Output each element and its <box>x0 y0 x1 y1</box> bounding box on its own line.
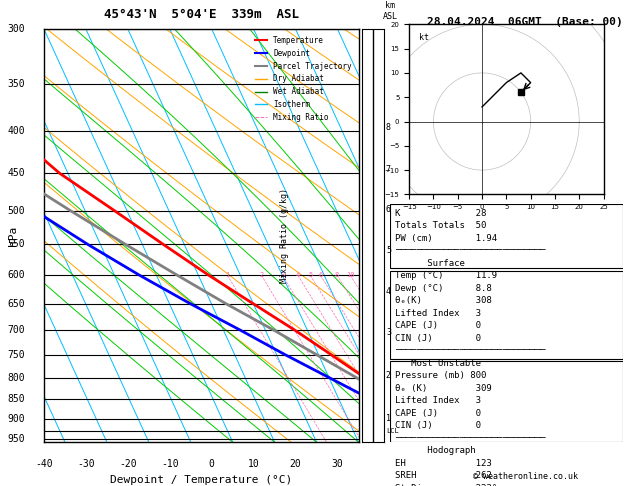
Text: -10: -10 <box>161 459 179 469</box>
Text: 8: 8 <box>386 123 391 132</box>
Text: 700: 700 <box>8 325 25 335</box>
Text: 8: 8 <box>335 272 339 278</box>
Text: 0: 0 <box>209 459 214 469</box>
Text: Dewpoint / Temperature (°C): Dewpoint / Temperature (°C) <box>110 475 292 486</box>
Text: 4: 4 <box>296 272 300 278</box>
Text: 10: 10 <box>248 459 260 469</box>
Text: 3: 3 <box>386 328 391 337</box>
Text: kt: kt <box>419 33 429 42</box>
Bar <box>390 204 623 268</box>
Text: -20: -20 <box>119 459 136 469</box>
Text: 2: 2 <box>259 272 264 278</box>
Text: km
ASL: km ASL <box>383 1 398 21</box>
Text: 10: 10 <box>346 272 355 278</box>
Text: hPa: hPa <box>8 226 18 246</box>
Text: 20: 20 <box>290 459 301 469</box>
Text: -30: -30 <box>77 459 95 469</box>
Text: K              28
Totals Totals  50
PW (cm)        1.94
────────────────────────: K 28 Totals Totals 50 PW (cm) 1.94 ─────… <box>394 209 545 486</box>
Text: 650: 650 <box>8 299 25 309</box>
Text: 3: 3 <box>281 272 285 278</box>
Text: 800: 800 <box>8 372 25 382</box>
Text: 2: 2 <box>386 371 391 380</box>
Text: Mixing Ratio (g/kg): Mixing Ratio (g/kg) <box>280 188 289 283</box>
Text: 7: 7 <box>386 165 391 174</box>
Legend: Temperature, Dewpoint, Parcel Trajectory, Dry Adiabat, Wet Adiabat, Isotherm, Mi: Temperature, Dewpoint, Parcel Trajectory… <box>252 33 355 125</box>
Text: 28.04.2024  06GMT  (Base: 00): 28.04.2024 06GMT (Base: 00) <box>427 17 623 27</box>
Text: -40: -40 <box>35 459 53 469</box>
Text: 5: 5 <box>308 272 313 278</box>
Text: 350: 350 <box>8 79 25 89</box>
Text: 4: 4 <box>386 287 391 296</box>
Text: 400: 400 <box>8 126 25 137</box>
Text: 45°43'N  5°04'E  339m  ASL: 45°43'N 5°04'E 339m ASL <box>104 8 299 21</box>
Text: 950: 950 <box>8 434 25 444</box>
Text: 1: 1 <box>225 272 230 278</box>
Text: 30: 30 <box>331 459 343 469</box>
Text: 850: 850 <box>8 394 25 404</box>
Text: 500: 500 <box>8 206 25 216</box>
Text: 6: 6 <box>386 206 391 214</box>
Text: 300: 300 <box>8 24 25 34</box>
Text: 450: 450 <box>8 168 25 178</box>
Text: 550: 550 <box>8 240 25 249</box>
Text: 1: 1 <box>386 415 391 423</box>
Bar <box>390 361 623 442</box>
Text: 900: 900 <box>8 415 25 424</box>
Text: 600: 600 <box>8 270 25 280</box>
Text: © weatheronline.co.uk: © weatheronline.co.uk <box>473 472 577 481</box>
Text: 750: 750 <box>8 349 25 360</box>
Text: 6: 6 <box>318 272 323 278</box>
Text: 5: 5 <box>386 246 391 255</box>
Text: LCL: LCL <box>386 428 399 434</box>
Bar <box>390 271 623 359</box>
